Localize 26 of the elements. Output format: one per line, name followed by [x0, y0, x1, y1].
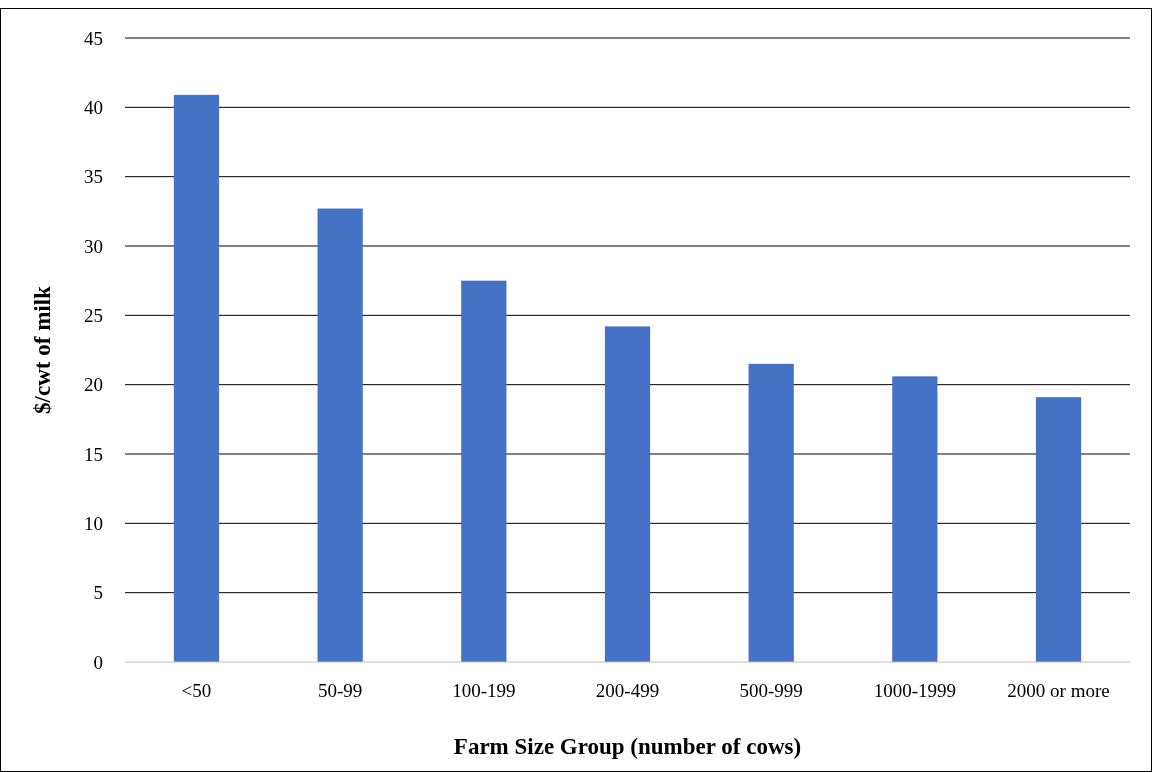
- bar: [748, 363, 794, 662]
- x-axis-title: Farm Size Group (number of cows): [453, 734, 802, 759]
- bar: [317, 208, 363, 662]
- x-tick-label: 100-199: [452, 680, 516, 701]
- x-tick-label: <50: [181, 680, 212, 701]
- y-tick-label: 0: [93, 651, 103, 673]
- y-tick-label: 25: [84, 304, 103, 326]
- bar: [173, 94, 220, 662]
- x-tick-label: 1000-1999: [873, 680, 957, 701]
- bar: [604, 326, 651, 662]
- y-axis-title: $/cwt of milk: [30, 285, 55, 414]
- y-tick-label: 10: [84, 512, 103, 534]
- y-tick-label: 20: [84, 374, 103, 396]
- x-tick-label: 2000 or more: [1007, 680, 1110, 701]
- bar: [461, 280, 507, 662]
- y-tick-label: 45: [84, 27, 103, 49]
- bar: [892, 376, 938, 662]
- bar: [1035, 397, 1082, 662]
- y-tick-label: 30: [84, 235, 103, 257]
- x-tick-label: 200-499: [595, 680, 660, 701]
- x-tick-label: 500-999: [739, 680, 803, 701]
- x-tick-label: 50-99: [317, 680, 363, 701]
- y-tick-label: 15: [84, 443, 103, 465]
- y-tick-label: 40: [84, 96, 103, 118]
- y-tick-label: 35: [84, 166, 103, 188]
- y-tick-label: 5: [93, 582, 103, 604]
